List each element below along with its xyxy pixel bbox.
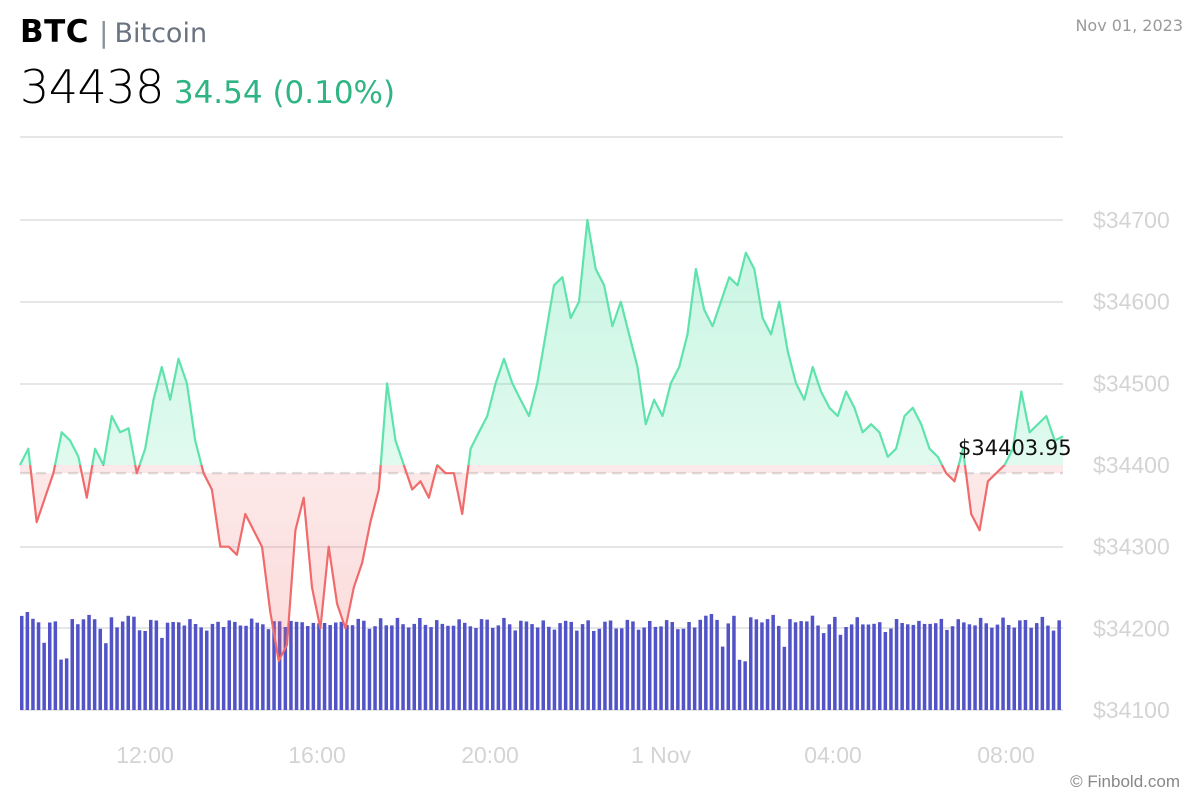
x-tick-label: 16:00	[288, 742, 346, 768]
last-price-label: $34403.95	[958, 436, 1072, 460]
y-tick-label: $34300	[1093, 534, 1170, 560]
ticker-separator: |	[99, 16, 109, 49]
y-tick-label: $34600	[1093, 289, 1170, 315]
asset-name: Bitcoin	[114, 18, 208, 49]
x-tick-label: 1 Nov	[631, 742, 692, 768]
price-line	[19, 218, 1064, 663]
y-tick-label: $34200	[1093, 615, 1170, 641]
x-tick-label: 08:00	[977, 742, 1035, 768]
x-tick-label: 04:00	[804, 742, 862, 768]
x-axis-labels: 12:00 16:00 20:00 1 Nov 04:00 08:00	[116, 742, 1035, 768]
finbold-credit: © Finbold.com	[1070, 772, 1180, 791]
volume-bars	[20, 612, 1061, 710]
x-tick-label: 12:00	[116, 742, 174, 768]
y-tick-label: $34400	[1093, 452, 1170, 478]
x-tick-label: 20:00	[461, 742, 519, 768]
ticker-symbol: BTC	[20, 14, 90, 50]
ticker-header: BTC | Bitcoin 34438 34.54 (0.10%)	[20, 14, 395, 114]
y-axis-labels: $34700 $34600 $34500 $34400 $34300 $34200 $341…	[1093, 207, 1170, 723]
price-change: 34.54 (0.10%)	[173, 75, 396, 111]
y-tick-label: $34500	[1093, 370, 1170, 396]
chart-date: Nov 01, 2023	[1075, 16, 1183, 35]
price-area	[20, 220, 1063, 661]
current-price: 34438	[20, 60, 164, 114]
y-tick-label: $34100	[1093, 697, 1170, 723]
y-tick-label: $34700	[1093, 207, 1170, 233]
